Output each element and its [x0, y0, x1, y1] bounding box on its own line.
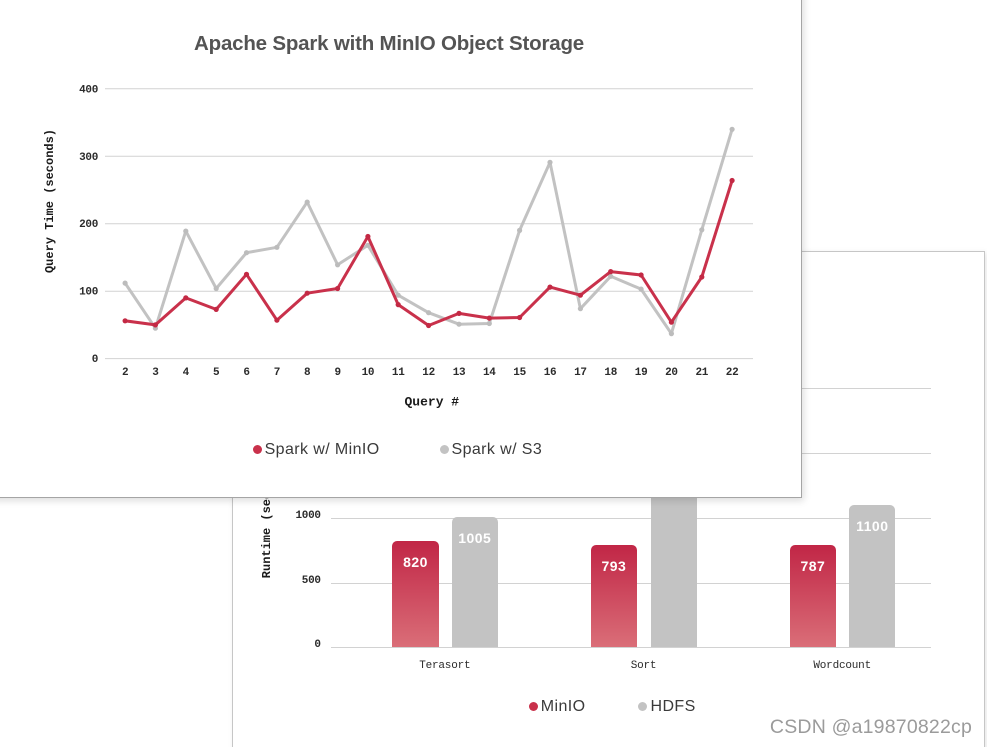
svg-text:13: 13 — [453, 367, 466, 379]
svg-text:17: 17 — [574, 367, 587, 379]
svg-text:3: 3 — [152, 367, 159, 379]
svg-text:9: 9 — [334, 367, 340, 379]
svg-text:20: 20 — [665, 367, 678, 379]
svg-text:18: 18 — [604, 367, 617, 379]
svg-text:21: 21 — [695, 367, 708, 379]
svg-text:2: 2 — [122, 367, 128, 379]
svg-text:19: 19 — [635, 367, 648, 379]
svg-text:12: 12 — [422, 367, 435, 379]
svg-text:4: 4 — [183, 367, 190, 379]
svg-text:6: 6 — [243, 367, 249, 379]
svg-text:16: 16 — [544, 367, 557, 379]
svg-text:Query #: Query # — [404, 395, 459, 410]
svg-text:8: 8 — [304, 367, 311, 379]
svg-text:7: 7 — [274, 367, 280, 379]
svg-text:Query Time (seconds): Query Time (seconds) — [43, 129, 57, 273]
svg-text:11: 11 — [392, 367, 405, 379]
svg-text:22: 22 — [726, 367, 739, 379]
svg-text:15: 15 — [513, 367, 526, 379]
svg-text:0: 0 — [92, 354, 98, 366]
svg-text:10: 10 — [362, 367, 375, 379]
svg-text:400: 400 — [79, 84, 98, 96]
svg-text:14: 14 — [483, 367, 496, 379]
svg-text:300: 300 — [79, 152, 98, 164]
svg-text:200: 200 — [79, 219, 98, 231]
svg-text:5: 5 — [213, 367, 220, 379]
svg-text:100: 100 — [79, 287, 98, 299]
